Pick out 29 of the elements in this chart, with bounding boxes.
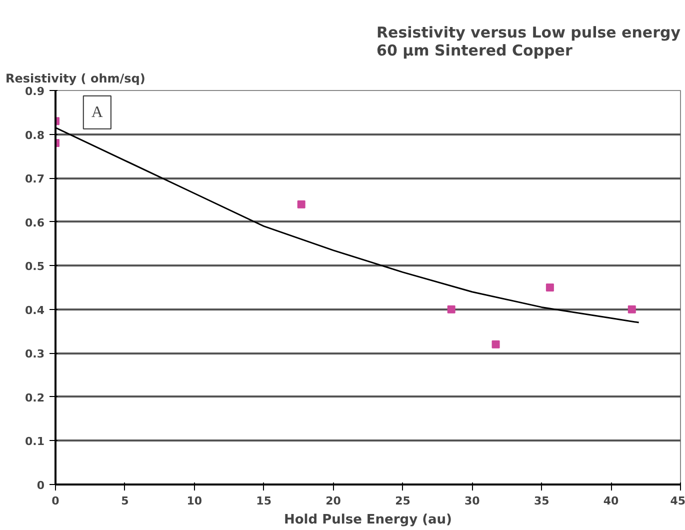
x-axis-title: Hold Pulse Energy (au) xyxy=(284,512,452,528)
x-tick-label: 15 xyxy=(256,494,272,508)
y-tick-label: 0.6 xyxy=(25,216,45,230)
point xyxy=(297,200,306,208)
x-tick-label: 35 xyxy=(534,494,550,508)
annotation: A xyxy=(91,104,104,121)
x-tick-label: 40 xyxy=(603,494,620,508)
x-tick-label: 10 xyxy=(186,494,202,508)
x-tick-label: 25 xyxy=(395,494,410,508)
x-tick-label: 20 xyxy=(326,494,342,508)
y-tick-label: 0.4 xyxy=(25,304,45,317)
y-tick-label: 0.5 xyxy=(25,260,45,274)
y-tick-label: 0 xyxy=(36,479,45,492)
point xyxy=(447,305,456,314)
point xyxy=(628,305,636,314)
chart-title: Resistivity versus Low pulse energy 60 µm Sintered Copper xyxy=(376,24,681,60)
y-tick-label: 0.9 xyxy=(25,85,45,98)
point xyxy=(546,284,554,292)
y-tick-label: 0.8 xyxy=(25,128,45,142)
x-tick-label: 45 xyxy=(670,494,685,508)
x-tick-label: 5 xyxy=(121,494,129,508)
y-axis-title: Resistivity ( ohm/sq) xyxy=(6,72,146,86)
x-tick-label: 0 xyxy=(52,494,60,508)
point xyxy=(492,340,500,348)
y-tick-label: 0.2 xyxy=(25,391,45,404)
y-tick-label: 0.3 xyxy=(25,348,45,361)
y-tick-label: 0.1 xyxy=(25,435,45,448)
x-tick-label: 30 xyxy=(464,494,480,508)
y-tick-label: 0.7 xyxy=(25,172,45,186)
